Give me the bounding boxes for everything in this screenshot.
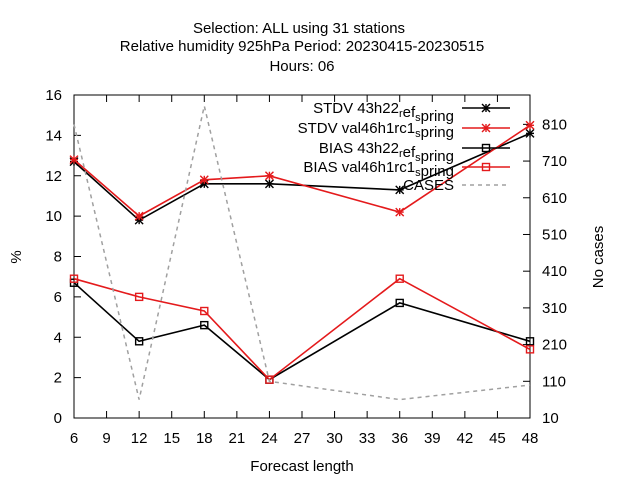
y-tick-label: 6 [54,289,62,306]
y-tick-label: 10 [45,208,62,225]
series-line [73,124,531,218]
legend-swatch-marker [481,143,491,153]
y-tick-label: 14 [45,127,62,144]
legend-entry-label: STDV 43h22refspring [313,100,454,125]
y2-tick-label: 810 [542,116,567,133]
data-point [264,171,274,181]
x-axis-label: Forecast length [250,458,353,475]
data-point [395,185,405,195]
y2-tick-label: 610 [542,190,567,207]
data-point [200,306,209,316]
y2-axis-label: No cases [590,226,607,289]
x-tick-label: 45 [489,430,506,447]
series-line [73,132,531,222]
y2-tick-label: 210 [542,337,567,354]
series-line [73,282,531,381]
data-point [199,175,209,185]
chart-title: Selection: ALL using 31 stations Relativ… [120,20,484,75]
y-tick-label: 2 [54,370,62,387]
y2-tick-label: 410 [542,263,567,280]
data-point [69,274,79,283]
x-axis: 6 9 12 15 18 21 24 27 30 33 36 39 42 45 48 [70,95,539,447]
x-tick-label: 18 [196,430,213,447]
data-point [134,215,144,225]
series-layer [69,105,535,401]
x-tick-label: 36 [391,430,408,447]
series-line [73,105,531,401]
x-tick-label: 30 [326,430,343,447]
data-point [395,298,404,308]
y-tick-label: 0 [54,410,62,427]
y2-tick-label: 10 [542,410,559,427]
series-2 [69,278,535,384]
data-point [134,211,144,221]
y-axis-left: 0 2 4 6 8 10 12 14 16 [45,87,81,427]
legend-entry-label: STDV val46h1rc1spring [298,120,454,141]
data-point [525,120,535,130]
data-point [395,207,405,217]
y2-tick-label: 710 [542,153,567,170]
data-point [525,345,535,354]
x-tick-label: 21 [229,430,246,447]
x-tick-label: 24 [261,430,278,447]
legend-swatch-marker [481,123,491,133]
x-tick-label: 27 [294,430,311,447]
title-line-2: Relative humidity 925hPa Period: 2023041… [120,38,484,55]
x-tick-label: 9 [102,430,110,447]
y-axis-right: 10 110 210 310 410 510 610 710 810 [523,116,567,427]
data-point [264,179,274,189]
data-point [69,155,79,165]
x-tick-label: 42 [457,430,474,447]
y2-tick-label: 510 [542,226,567,243]
y2-tick-label: 110 [542,373,566,390]
data-point [265,375,274,384]
legend-entry-label: CASES [403,177,454,194]
series-1 [69,120,535,221]
y-tick-label: 4 [54,329,62,346]
title-line-3: Hours: 06 [269,58,334,75]
series-4 [73,105,531,401]
title-line-1: Selection: ALL using 31 stations [193,20,405,37]
x-tick-label: 12 [131,430,148,447]
legend-entry-label: BIAS val46h1rc1spring [303,159,454,180]
data-point [525,128,535,138]
legend-entry-label: BIAS 43h22refspring [319,140,454,165]
legend-swatch-marker [481,162,491,172]
y-tick-label: 16 [45,87,62,104]
data-point [200,320,209,330]
y-axis-label: % [8,250,25,263]
data-point [395,274,404,283]
data-point [134,337,144,346]
series-line [73,277,531,381]
y-tick-label: 8 [54,249,62,266]
x-tick-label: 39 [424,430,441,447]
y-tick-label: 12 [45,168,62,185]
x-tick-label: 6 [70,430,78,447]
series-3 [69,274,535,384]
legend-swatch-marker [481,103,491,113]
x-tick-label: 15 [163,430,180,447]
data-point [134,292,144,302]
series-0 [69,128,535,225]
x-tick-label: 48 [522,430,539,447]
y2-tick-label: 310 [542,300,567,317]
x-tick-label: 33 [359,430,376,447]
data-point [525,337,535,346]
plot-area-frame [73,94,531,419]
